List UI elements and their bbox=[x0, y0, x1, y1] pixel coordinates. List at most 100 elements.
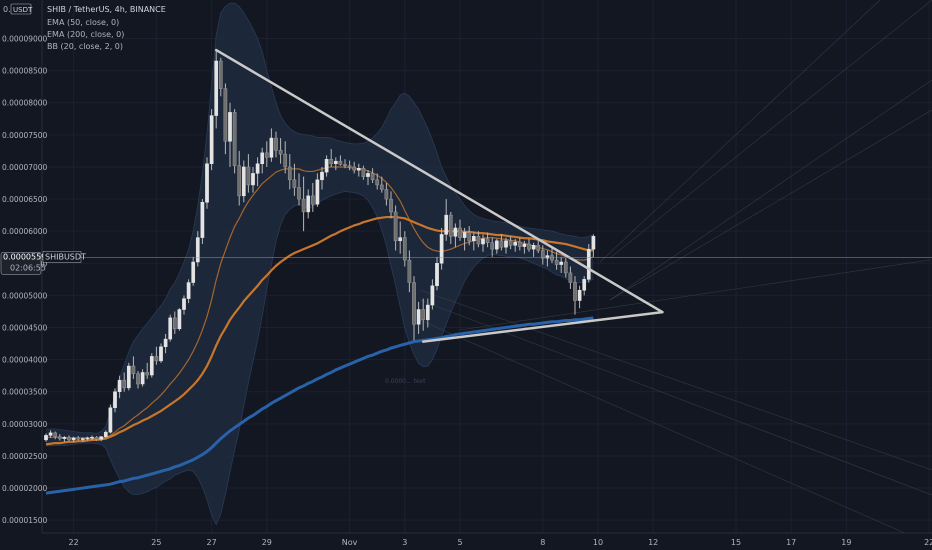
candle bbox=[412, 276, 416, 341]
candle bbox=[370, 168, 375, 184]
candle bbox=[145, 362, 150, 379]
candle-up-body bbox=[471, 236, 476, 242]
candle bbox=[126, 362, 131, 391]
candle bbox=[103, 430, 108, 438]
candle bbox=[545, 250, 550, 267]
candle bbox=[494, 238, 499, 254]
trendlines[interactable] bbox=[214, 48, 664, 343]
y-tick-label: 0.00008000 bbox=[2, 99, 48, 108]
candle-down-body bbox=[329, 159, 334, 165]
candle-up-body bbox=[71, 437, 76, 441]
candle bbox=[122, 372, 127, 392]
candle-down-body bbox=[264, 152, 269, 158]
top-left-header: 0. USDT SHIB / TetherUS, 4h, BINANCE EMA… bbox=[3, 3, 166, 51]
candle bbox=[62, 436, 67, 442]
candle bbox=[504, 237, 508, 254]
candle bbox=[499, 234, 504, 251]
candle-down-body bbox=[384, 189, 389, 200]
candle bbox=[228, 102, 232, 167]
candle-up-body bbox=[149, 356, 154, 376]
candle bbox=[490, 237, 495, 257]
candle bbox=[67, 435, 71, 442]
candle-up-body bbox=[513, 241, 518, 246]
candle-up-body bbox=[90, 437, 94, 439]
x-tick-label: 29 bbox=[262, 538, 272, 547]
current-price-label[interactable]: 0.00005592 02:06:55 bbox=[0, 252, 51, 275]
candle bbox=[140, 369, 145, 387]
candle bbox=[398, 221, 403, 254]
candle-down-body bbox=[122, 379, 127, 389]
y-tick-label: 0.00006500 bbox=[2, 195, 48, 204]
candle-up-body bbox=[191, 261, 196, 283]
candle bbox=[186, 279, 191, 304]
candle-up-body bbox=[306, 195, 311, 213]
top-left-fragment: 0. bbox=[3, 5, 11, 14]
candle bbox=[563, 258, 568, 278]
candle bbox=[329, 148, 334, 167]
indicator-bb[interactable]: BB (20, close, 2, 0) bbox=[47, 42, 123, 51]
candle-up-body bbox=[430, 285, 435, 306]
candle bbox=[522, 240, 527, 254]
indicator-ema50[interactable]: EMA (50, close, 0) bbox=[47, 18, 119, 27]
candle-down-body bbox=[540, 250, 545, 259]
x-tick-label: 3 bbox=[402, 538, 407, 547]
candle-up-body bbox=[113, 391, 117, 409]
candle bbox=[513, 238, 518, 252]
candle bbox=[260, 147, 265, 174]
candle bbox=[80, 437, 85, 442]
candle bbox=[476, 231, 481, 248]
projection-line bbox=[609, 79, 932, 301]
candle bbox=[113, 388, 117, 413]
candle bbox=[310, 183, 315, 212]
candle bbox=[53, 431, 58, 440]
candle bbox=[163, 333, 168, 354]
x-tick-label: 12 bbox=[648, 538, 658, 547]
candle bbox=[550, 247, 554, 264]
candle bbox=[94, 436, 99, 441]
candle-up-body bbox=[186, 282, 191, 299]
candle bbox=[347, 160, 352, 171]
candle-up-body bbox=[416, 309, 421, 325]
candle-up-body bbox=[205, 163, 209, 203]
y-tick-label: 0.00008500 bbox=[2, 67, 48, 76]
candle-down-body bbox=[53, 432, 58, 437]
time-scale-bg[interactable] bbox=[0, 533, 932, 550]
candle bbox=[586, 244, 591, 283]
candle-down-body bbox=[310, 195, 315, 205]
countdown-timer: 02:06:55 bbox=[10, 263, 46, 272]
candle bbox=[131, 356, 136, 379]
candle-down-body bbox=[568, 272, 573, 283]
candle-down-body bbox=[283, 153, 288, 168]
candle-up-body bbox=[356, 167, 361, 171]
candle bbox=[168, 314, 173, 342]
candle bbox=[416, 301, 421, 334]
candle bbox=[448, 211, 453, 245]
candle-up-body bbox=[62, 437, 67, 439]
candle-up-body bbox=[177, 309, 182, 330]
currency-badge[interactable] bbox=[10, 3, 32, 15]
candle bbox=[85, 436, 90, 441]
candle bbox=[287, 154, 292, 190]
symbol-line[interactable]: SHIB / TetherUS, 4h, BINANCE bbox=[47, 5, 166, 14]
y-tick-label: 0.00001500 bbox=[2, 516, 48, 525]
candle-down-body bbox=[508, 240, 513, 246]
candle-down-body bbox=[485, 238, 490, 243]
x-tick-label: 17 bbox=[786, 538, 796, 547]
candle bbox=[172, 311, 177, 334]
ema200-line bbox=[45, 316, 594, 495]
candle-up-body bbox=[577, 290, 582, 301]
candle-up-body bbox=[209, 115, 214, 165]
candle bbox=[274, 131, 278, 158]
candle bbox=[591, 234, 596, 257]
candle-down-body bbox=[154, 356, 159, 362]
indicator-ema200[interactable]: EMA (200, close, 0) bbox=[47, 30, 124, 39]
candle-down-body bbox=[517, 241, 522, 247]
candle-down-body bbox=[499, 240, 504, 248]
candle-up-body bbox=[435, 263, 439, 287]
x-tick-label: 15 bbox=[731, 538, 741, 547]
candle bbox=[379, 176, 384, 193]
candle bbox=[218, 57, 223, 97]
candle bbox=[361, 165, 366, 180]
candle bbox=[536, 240, 541, 254]
